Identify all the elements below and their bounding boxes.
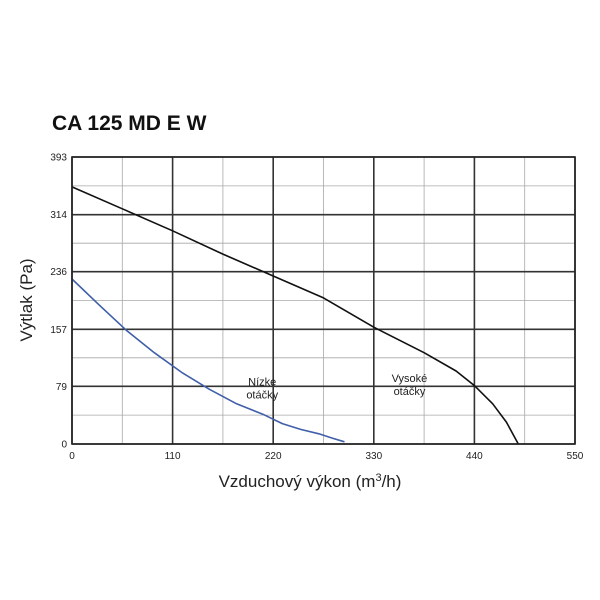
y-tick-label: 236 — [50, 267, 67, 278]
x-axis-title-sup: 3 — [375, 472, 381, 484]
x-tick-label: 220 — [265, 451, 282, 462]
ticks-layer: 0 110 220 330 440 550 0 79 157 236 314 393 — [50, 153, 583, 463]
series-label-line: otáčky — [394, 386, 426, 398]
y-tick-label: 314 — [50, 210, 67, 221]
x-tick-label: 550 — [567, 451, 584, 462]
y-tick-label: 157 — [50, 325, 67, 336]
series-line-nizke-otacky — [71, 278, 345, 443]
x-axis-title-end: /h) — [382, 472, 402, 491]
plot-frame — [71, 156, 576, 445]
series-label: Nízke otáčky — [246, 377, 278, 402]
series-label-line: otáčky — [246, 390, 278, 402]
series-label: Vysoké otáčky — [392, 373, 428, 398]
series-line-vysoke-otacky — [71, 186, 520, 445]
series-layer — [71, 186, 520, 445]
chart-title: CA 125 MD E W — [52, 112, 207, 135]
x-tick-label: 440 — [466, 451, 483, 462]
x-tick-label: 330 — [365, 451, 382, 462]
series-label-line: Vysoké — [392, 373, 428, 385]
x-tick-label: 0 — [69, 451, 75, 462]
y-tick-label: 79 — [56, 382, 68, 393]
x-axis-title-main: Vzduchový výkon (m — [219, 472, 376, 491]
y-axis-title: Výtlak (Pa) — [17, 258, 36, 341]
x-axis-title: Vzduchový výkon (m3/h) — [219, 472, 402, 491]
x-tick-label: 110 — [165, 451, 181, 462]
series-label-line: Nízke — [248, 377, 276, 389]
y-tick-label: 0 — [61, 440, 67, 451]
frame-layer — [71, 156, 576, 445]
grid-layer — [71, 156, 576, 445]
y-tick-label: 393 — [50, 153, 67, 164]
